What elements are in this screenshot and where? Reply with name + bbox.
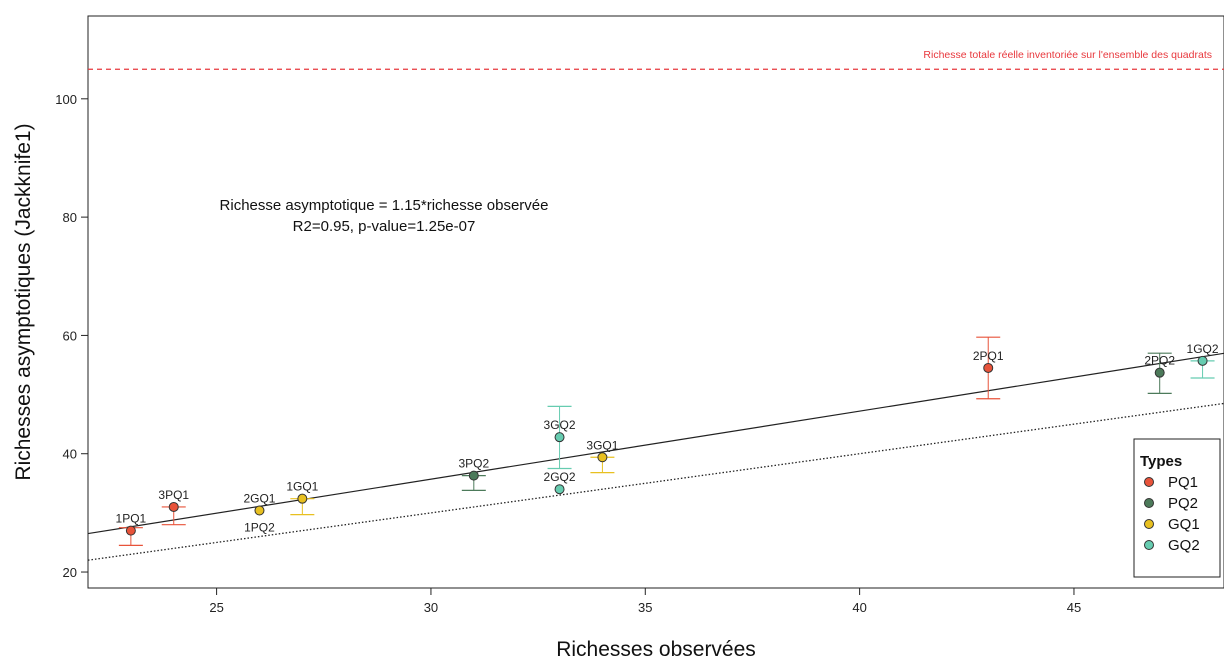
y-tick-label: 100 bbox=[55, 92, 77, 107]
x-tick-label: 35 bbox=[638, 600, 652, 615]
data-point bbox=[983, 362, 994, 373]
plot-frame bbox=[87, 15, 1224, 589]
y-axis-title: Richesses asymptotiques (Jackknife1) bbox=[12, 123, 35, 480]
y-tick-label: 80 bbox=[63, 210, 77, 225]
point-label: 1GQ1 bbox=[286, 480, 318, 494]
point-label: 1PQ1 bbox=[116, 512, 147, 526]
x-tick-label: 25 bbox=[209, 600, 223, 615]
data-point bbox=[1154, 367, 1165, 378]
data-point bbox=[597, 452, 608, 463]
legend-marker bbox=[1144, 540, 1154, 550]
point-label: 2PQ1 bbox=[973, 349, 1004, 363]
data-point bbox=[297, 493, 308, 504]
legend-label: PQ2 bbox=[1168, 495, 1198, 512]
data-point bbox=[554, 484, 565, 495]
y-tick-label: 60 bbox=[63, 328, 77, 343]
legend-marker bbox=[1144, 477, 1154, 487]
chart-text: Richesses observées Richesses asymptotiq… bbox=[12, 49, 1212, 660]
legend: Types PQ1 PQ2 GQ1 GQ2 bbox=[1133, 438, 1221, 578]
reference-line-label: Richesse totale réelle inventoriée sur l… bbox=[923, 49, 1212, 61]
axis-ticks: 25 30 35 40 45 20 40 60 80 100 bbox=[55, 92, 1081, 615]
legend-label: GQ2 bbox=[1168, 537, 1200, 554]
plot-lines bbox=[88, 68, 1224, 561]
point-label: 1PQ2 bbox=[244, 521, 275, 535]
point-label: 2PQ2 bbox=[1144, 354, 1175, 368]
data-point bbox=[1197, 355, 1208, 366]
legend-label: GQ1 bbox=[1168, 516, 1200, 533]
point-label: 2GQ1 bbox=[243, 492, 275, 506]
data-points: 1PQ1 3PQ1 2PQ1 3PQ2 2PQ2 2GQ1 1PQ2 1GQ1 3GQ1 3GQ2… bbox=[116, 336, 1219, 547]
data-point bbox=[125, 525, 136, 536]
data-point bbox=[254, 505, 265, 516]
x-tick-label: 30 bbox=[424, 600, 438, 615]
point-label: 3PQ2 bbox=[458, 457, 489, 471]
x-axis-title: Richesses observées bbox=[556, 638, 756, 660]
legend-title: Types bbox=[1140, 453, 1182, 470]
point-label: 2GQ2 bbox=[544, 470, 576, 484]
regression-annotation-line-1: Richesse asymptotique = 1.15*richesse ob… bbox=[220, 197, 549, 214]
regression-line bbox=[88, 352, 1224, 535]
identity-line bbox=[88, 402, 1224, 561]
x-tick-label: 40 bbox=[852, 600, 866, 615]
point-label: 3PQ1 bbox=[158, 488, 189, 502]
data-point bbox=[468, 470, 479, 481]
y-tick-label: 40 bbox=[63, 447, 77, 462]
regression-annotation-line-2: R2=0.95, p-value=1.25e-07 bbox=[293, 218, 476, 235]
legend-label: PQ1 bbox=[1168, 474, 1198, 491]
point-label: 1GQ2 bbox=[1187, 342, 1219, 356]
data-point bbox=[554, 432, 565, 443]
x-tick-label: 45 bbox=[1067, 600, 1081, 615]
data-point bbox=[168, 501, 179, 512]
point-label: 3GQ1 bbox=[586, 438, 618, 452]
y-tick-label: 20 bbox=[63, 565, 77, 580]
legend-marker bbox=[1144, 519, 1154, 529]
point-label: 3GQ2 bbox=[544, 418, 576, 432]
legend-marker bbox=[1144, 498, 1154, 508]
legend-box bbox=[1133, 438, 1221, 578]
